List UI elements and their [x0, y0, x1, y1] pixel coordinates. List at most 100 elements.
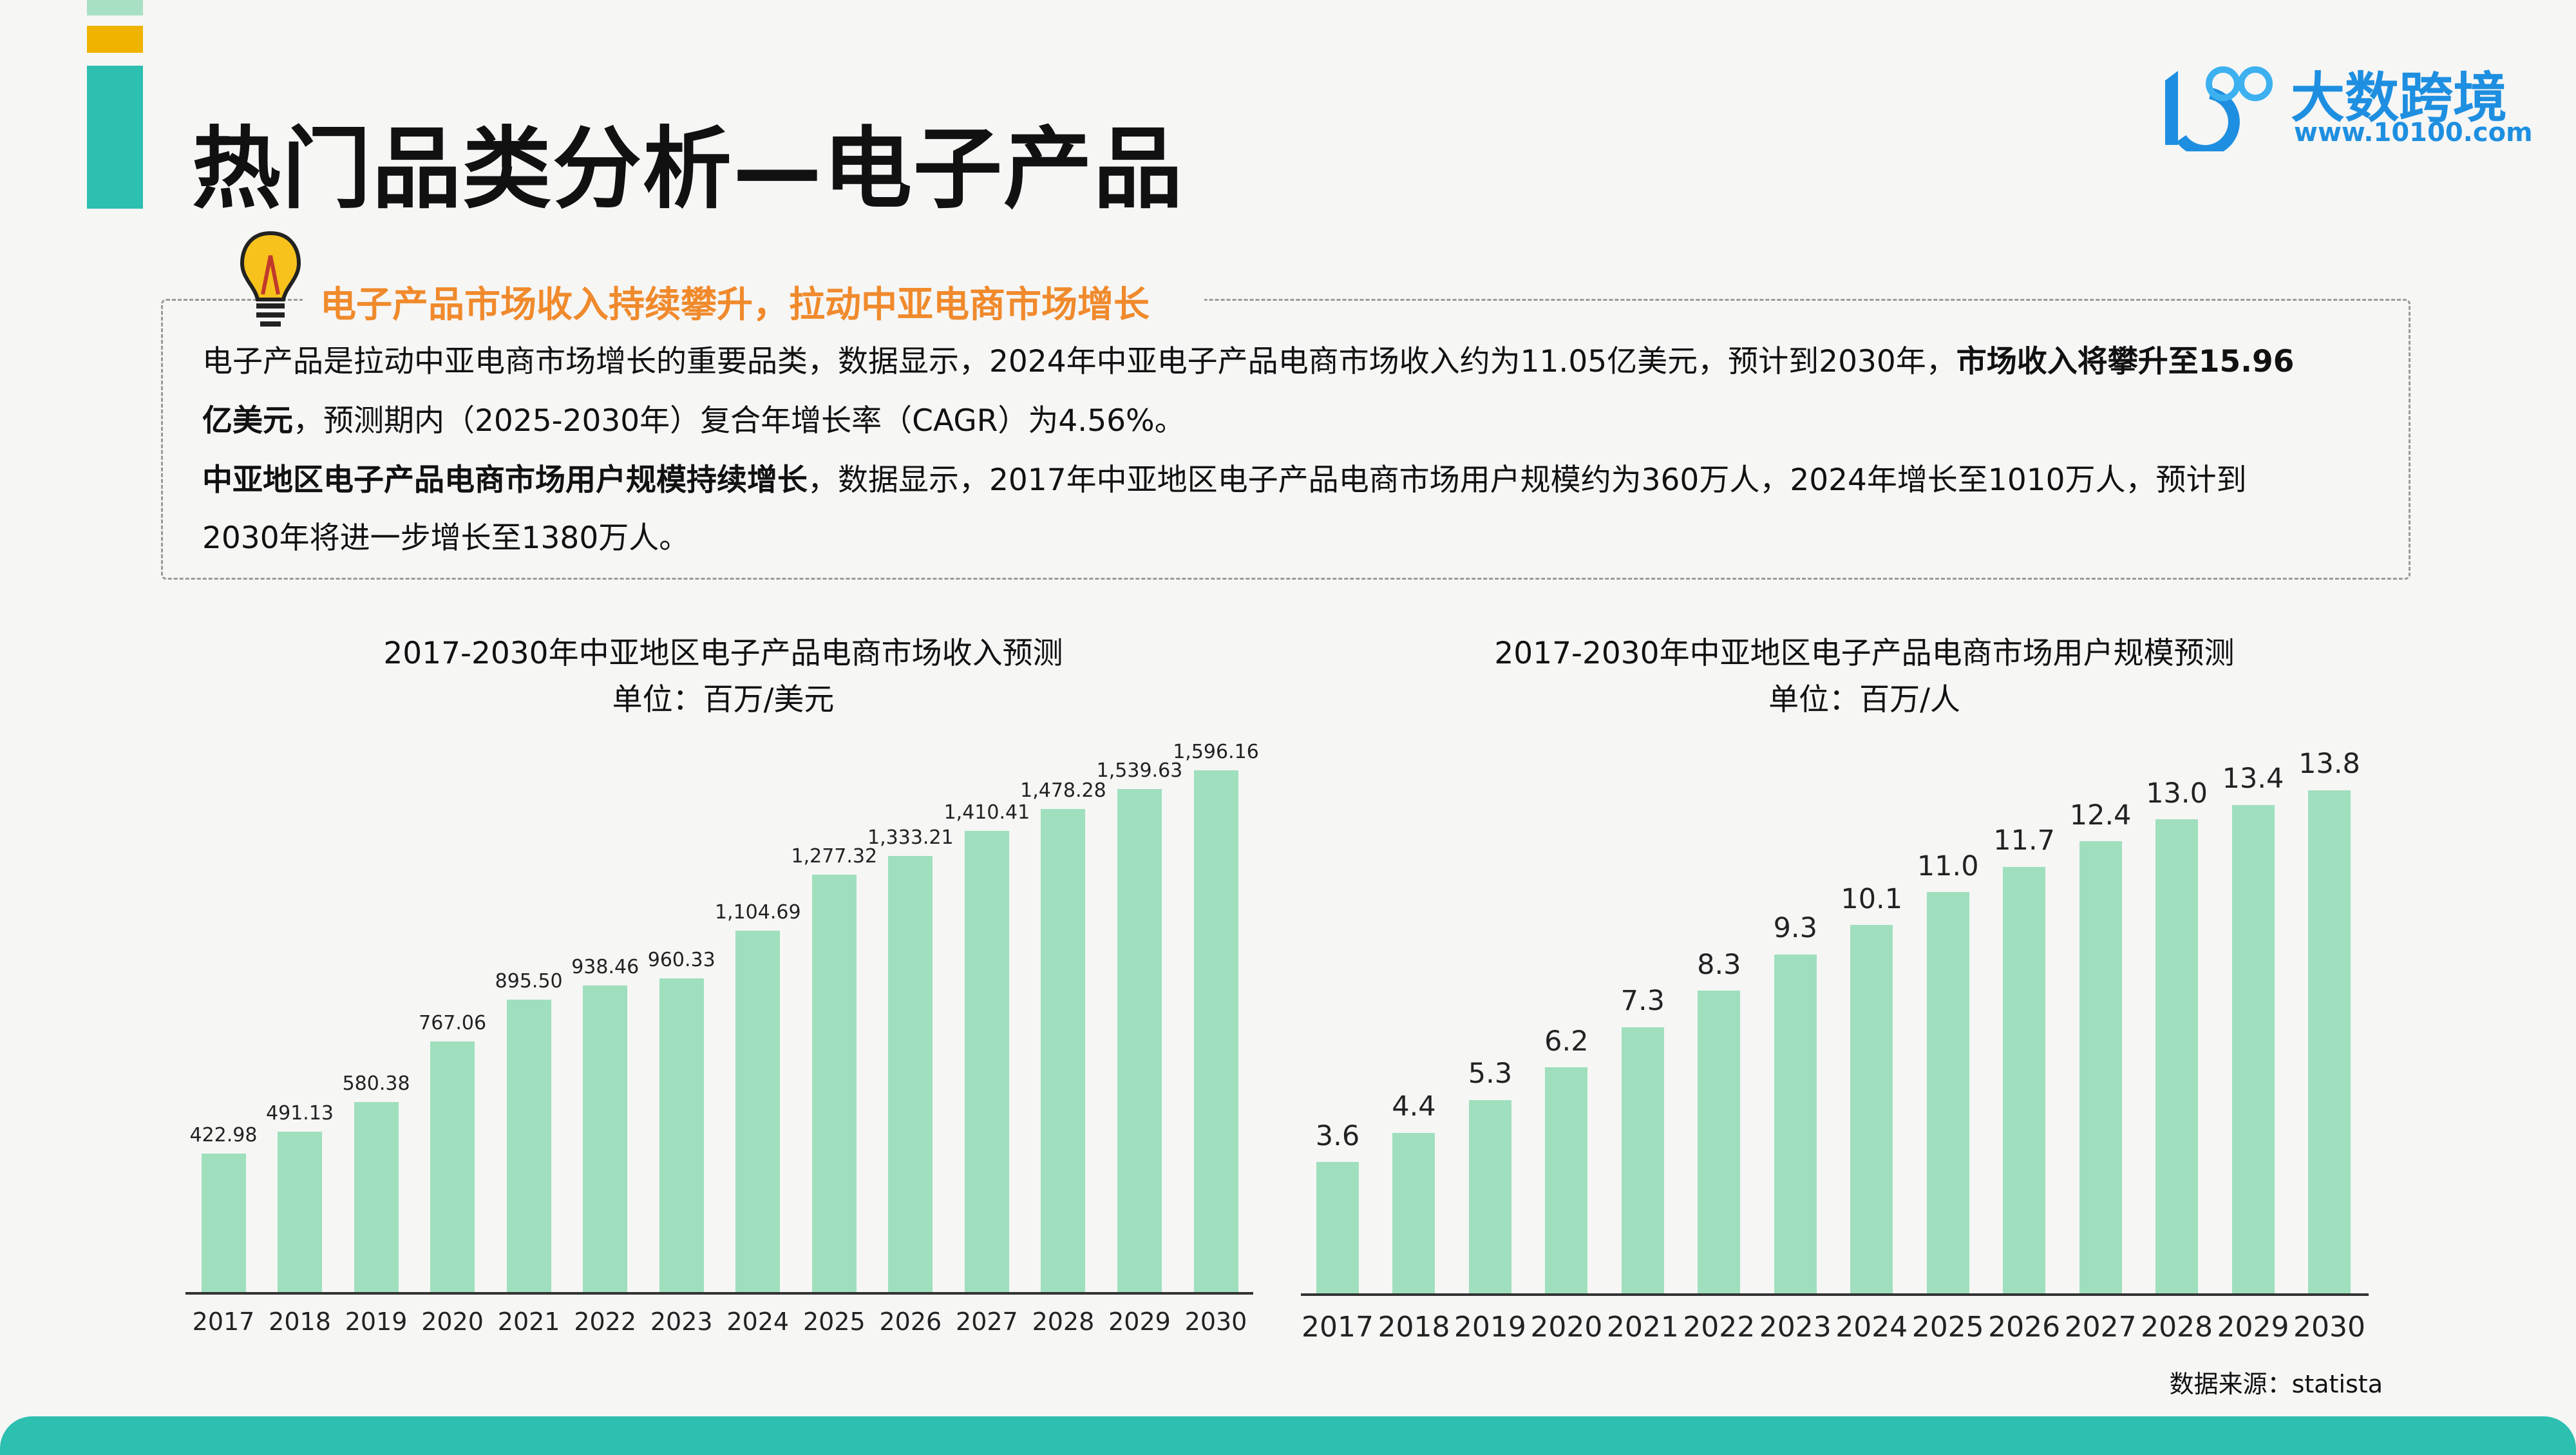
chart-revenue-x-tick: 2017	[192, 1308, 255, 1336]
heading-backdrop	[303, 267, 1204, 325]
chart-revenue-x-tick: 2018	[269, 1308, 331, 1336]
chart-users-bar	[1468, 1100, 1511, 1293]
chart-users-x-tick: 2023	[1759, 1311, 1832, 1344]
chart-revenue-bar	[735, 931, 781, 1292]
chart-users-title: 2017-2030年中亚地区电子产品电商市场用户规模预测	[1494, 636, 2235, 671]
chart-users-value-label: 13.4	[2222, 763, 2284, 795]
insight-line-1: 电子产品是拉动中亚电商市场增长的重要品类，数据显示，2024年中亚电子产品电商市…	[202, 336, 2294, 381]
logo-url: www.10100.com	[2294, 118, 2533, 147]
chart-revenue-bar	[1117, 788, 1162, 1292]
text: ，数据显示，2017年中亚地区电子产品电商市场用户规模约为360万人，2024年…	[808, 462, 2247, 498]
chart-users-x-tick: 2026	[1988, 1311, 2061, 1344]
chart-users-bar	[2308, 790, 2351, 1293]
chart-users-x-tick: 2022	[1683, 1311, 1756, 1344]
chart-revenue-title: 2017-2030年中亚地区电子产品电商市场收入预测	[383, 636, 1063, 671]
chart-revenue-bar	[278, 1131, 323, 1292]
insight-heading: 电子产品市场收入持续攀升，拉动中亚电商市场增长	[320, 284, 1150, 326]
chart-users-x-tick: 2029	[2217, 1311, 2289, 1344]
chart-users-x-tick: 2020	[1530, 1311, 1603, 1344]
logo-mark-icon	[2165, 66, 2273, 151]
insight-line-2: 亿美元，预测期内（2025-2030年）复合年增长率（CAGR）为4.56%。	[202, 395, 1185, 440]
chart-users-value-label: 9.3	[1773, 912, 1817, 945]
chart-revenue-x-tick: 2023	[650, 1308, 713, 1336]
chart-revenue-value-label: 960.33	[647, 948, 715, 971]
page-title: 热门品类分析—电子产品	[192, 117, 1184, 221]
text-bold: 亿美元	[202, 403, 293, 439]
chart-users-bar	[1850, 925, 1893, 1293]
chart-users-bar	[1545, 1067, 1588, 1293]
chart-users-value-label: 3.6	[1315, 1119, 1360, 1152]
chart-users-x-tick: 2019	[1454, 1311, 1526, 1344]
brand-logo: 大数跨境 www.10100.com	[2152, 55, 2533, 151]
chart-revenue-x-tick: 2019	[345, 1308, 408, 1336]
chart-users-x-tick: 2021	[1606, 1311, 1679, 1344]
logo-text: 大数跨境	[2291, 66, 2508, 129]
chart-users-value-label: 13.8	[2298, 748, 2360, 781]
chart-revenue-x-tick: 2029	[1108, 1308, 1171, 1336]
chart-users-value-label: 4.4	[1392, 1090, 1436, 1123]
chart-revenue-x-tick: 2020	[421, 1308, 484, 1336]
chart-users-bar	[1392, 1132, 1435, 1293]
chart-users-x-axis	[1301, 1293, 2369, 1296]
chart-users-bar	[1621, 1027, 1664, 1293]
chart-users-x-tick: 2027	[2064, 1311, 2137, 1344]
chart-revenue-value-label: 938.46	[571, 955, 639, 978]
text-bold: 市场收入将攀升至15.96	[1956, 344, 2295, 379]
chart-revenue-unit: 单位：百万/美元	[612, 682, 835, 718]
chart-revenue-x-tick: 2024	[726, 1308, 790, 1336]
chart-revenue-bar	[659, 978, 704, 1292]
chart-users-bar	[2003, 866, 2046, 1293]
decor-bar-yellow	[87, 26, 143, 53]
chart-users-value-label: 8.3	[1697, 948, 1741, 981]
chart-users-value-label: 12.4	[2069, 799, 2132, 832]
chart-revenue-x-tick: 2026	[879, 1308, 942, 1336]
chart-users-value-label: 5.3	[1468, 1058, 1513, 1090]
chart-users-bar	[2079, 841, 2122, 1293]
chart-revenue-value-label: 491.13	[266, 1101, 334, 1125]
data-source: 数据来源：statista	[2169, 1370, 2383, 1398]
chart-revenue-x-tick: 2021	[497, 1308, 560, 1336]
chart-users-x-tick: 2024	[1835, 1311, 1908, 1344]
decor-bar-green	[87, 0, 143, 15]
chart-revenue-bar	[964, 831, 1009, 1292]
chart-users-value-label: 11.0	[1917, 850, 1979, 882]
chart-users-bar	[1926, 892, 1969, 1293]
chart-revenue-value-label: 895.50	[495, 969, 563, 993]
chart-revenue-bar	[1041, 808, 1086, 1292]
chart-revenue-x-tick: 2027	[956, 1308, 1018, 1336]
footer-band	[0, 1416, 2576, 1455]
insight-line-3: 中亚地区电子产品电商市场用户规模持续增长，数据显示，2017年中亚地区电子产品电…	[202, 455, 2247, 499]
text: 电子产品是拉动中亚电商市场增长的重要品类，数据显示，2024年中亚电子产品电商市…	[202, 344, 1956, 379]
chart-revenue-x-tick: 2028	[1032, 1308, 1095, 1336]
chart-revenue-x-tick: 2022	[574, 1308, 637, 1336]
chart-revenue-bar	[354, 1102, 399, 1292]
chart-revenue-value-label: 1,104.69	[714, 901, 801, 924]
text-bold: 中亚地区电子产品电商市场用户规模持续增长	[202, 462, 808, 498]
text: ，预测期内（2025-2030年）复合年增长率（CAGR）为4.56%。	[293, 403, 1185, 439]
chart-revenue-value-label: 1,277.32	[791, 844, 878, 868]
insight-box	[161, 299, 2410, 580]
chart-revenue-value-label: 1,410.41	[943, 801, 1030, 824]
chart-revenue-value-label: 1,333.21	[867, 826, 954, 850]
chart-revenue-value-label: 422.98	[189, 1124, 258, 1147]
chart-users-value-label: 13.0	[2146, 777, 2208, 810]
chart-revenue-bar	[583, 985, 628, 1292]
chart-users-x-tick: 2018	[1378, 1311, 1450, 1344]
chart-users-value-label: 6.2	[1544, 1025, 1589, 1058]
chart-revenue-bar	[201, 1154, 246, 1292]
chart-revenue-value-label: 1,478.28	[1020, 779, 1106, 802]
chart-users-bar	[1698, 991, 1741, 1293]
chart-users-value-label: 7.3	[1620, 985, 1665, 1018]
chart-revenue-x-tick: 2025	[802, 1308, 866, 1336]
chart-users-bar	[1316, 1162, 1359, 1293]
chart-users-value-label: 10.1	[1841, 882, 1903, 915]
chart-revenue-value-label: 1,596.16	[1173, 741, 1259, 763]
lightbulb-icon	[240, 231, 301, 327]
chart-users-bar	[2155, 819, 2199, 1293]
chart-users-x-tick: 2028	[2141, 1311, 2213, 1344]
chart-revenue-value-label: 1,539.63	[1096, 759, 1183, 782]
chart-revenue-x-axis	[185, 1292, 1253, 1295]
chart-users-bar	[1774, 954, 1817, 1293]
chart-revenue-bar	[1193, 770, 1238, 1292]
insight-line-4: 2030年将进一步增长至1380万人。	[202, 520, 690, 556]
